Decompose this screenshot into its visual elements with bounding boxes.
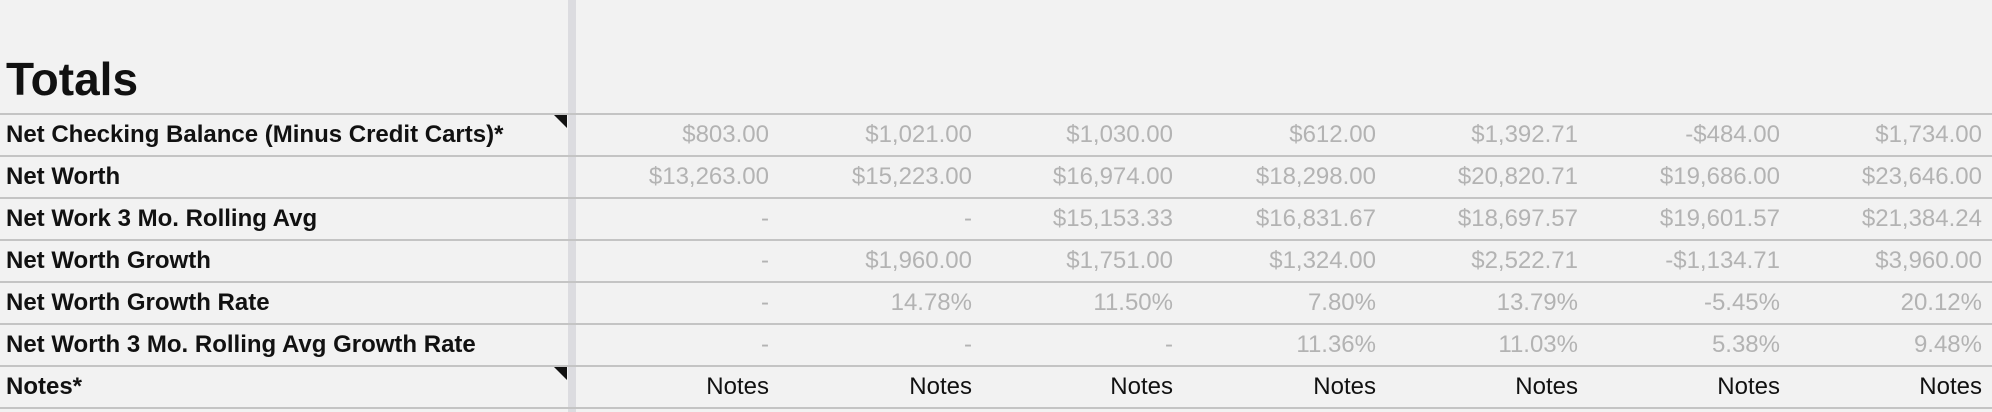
value-cell[interactable]: -: [761, 331, 769, 358]
value-cell[interactable]: $16,831.67: [1255, 205, 1376, 232]
value-cell[interactable]: 14.78%: [890, 289, 972, 316]
value-cell[interactable]: $612.00: [1289, 121, 1376, 148]
table-row: Notes* Notes Notes Notes Notes Notes Notes Note…: [0, 365, 1992, 409]
row-label[interactable]: Net Checking Balance (Minus Credit Carts…: [6, 121, 504, 148]
value-cell[interactable]: -: [761, 205, 769, 232]
value-cell[interactable]: -$484.00: [1685, 121, 1780, 148]
row-label[interactable]: Net Work 3 Mo. Rolling Avg: [6, 205, 318, 232]
value-cell[interactable]: 20.12%: [1900, 289, 1982, 316]
frozen-column-divider[interactable]: [568, 0, 576, 412]
value-cell[interactable]: $2,522.71: [1471, 247, 1578, 274]
value-cell[interactable]: 5.38%: [1711, 331, 1780, 358]
row-label[interactable]: Net Worth 3 Mo. Rolling Avg Growth Rate: [6, 331, 476, 358]
value-cell[interactable]: $13,263.00: [648, 163, 769, 190]
row-label[interactable]: Notes*: [6, 373, 83, 400]
value-cell[interactable]: $1,392.71: [1471, 121, 1578, 148]
value-cell[interactable]: -: [964, 205, 972, 232]
value-cell[interactable]: $1,960.00: [865, 247, 972, 274]
table-row: Net Worth Growth - $1,960.00 $1,751.00 $1,32…: [0, 239, 1992, 281]
value-cell[interactable]: $23,646.00: [1861, 163, 1982, 190]
value-cell[interactable]: 7.80%: [1307, 289, 1376, 316]
notes-link[interactable]: Notes: [1717, 373, 1780, 400]
value-cell[interactable]: $803.00: [682, 121, 769, 148]
table-row: Net Worth 3 Mo. Rolling Avg Growth Rate -…: [0, 323, 1992, 365]
value-cell[interactable]: $1,030.00: [1066, 121, 1173, 148]
notes-link[interactable]: Notes: [909, 373, 972, 400]
value-cell[interactable]: 11.50%: [1093, 289, 1173, 316]
value-cell[interactable]: $20,820.71: [1457, 163, 1578, 190]
value-cell[interactable]: $18,298.00: [1255, 163, 1376, 190]
value-cell[interactable]: 13.79%: [1496, 289, 1578, 316]
value-cell[interactable]: $1,324.00: [1269, 247, 1376, 274]
value-cell[interactable]: $15,153.33: [1052, 205, 1173, 232]
value-cell[interactable]: $1,751.00: [1066, 247, 1173, 274]
value-cell[interactable]: -$1,134.71: [1665, 247, 1780, 274]
notes-link[interactable]: Notes: [1515, 373, 1578, 400]
row-label[interactable]: Net Worth: [6, 163, 121, 190]
notes-link[interactable]: Notes: [1110, 373, 1173, 400]
value-cell[interactable]: $16,974.00: [1052, 163, 1173, 190]
comment-indicator-icon[interactable]: [554, 115, 567, 128]
row-label[interactable]: Net Worth Growth: [6, 247, 211, 274]
value-cell[interactable]: $19,601.57: [1659, 205, 1780, 232]
value-cell[interactable]: $21,384.24: [1861, 205, 1982, 232]
value-cell[interactable]: -: [761, 247, 769, 274]
value-cell[interactable]: -: [964, 331, 972, 358]
section-title: Totals: [6, 53, 139, 105]
row-label[interactable]: Net Worth Growth Rate: [6, 289, 270, 316]
table-row: Net Work 3 Mo. Rolling Avg - - $15,153.33 $1…: [0, 197, 1992, 239]
value-cell[interactable]: 11.03%: [1498, 331, 1578, 358]
notes-link[interactable]: Notes: [1919, 373, 1982, 400]
comment-indicator-icon[interactable]: [554, 367, 567, 380]
notes-link[interactable]: Notes: [706, 373, 769, 400]
value-cell[interactable]: 9.48%: [1913, 331, 1982, 358]
value-cell[interactable]: -5.45%: [1703, 289, 1780, 316]
table-row: Net Worth $13,263.00 $15,223.00 $16,974.00 $…: [0, 155, 1992, 197]
value-cell[interactable]: $18,697.57: [1457, 205, 1578, 232]
value-cell[interactable]: $3,960.00: [1875, 247, 1982, 274]
value-cell[interactable]: $15,223.00: [851, 163, 972, 190]
notes-link[interactable]: Notes: [1313, 373, 1376, 400]
value-cell[interactable]: $19,686.00: [1659, 163, 1780, 190]
value-cell[interactable]: -: [761, 289, 769, 316]
value-cell[interactable]: 11.36%: [1296, 331, 1376, 358]
value-cell[interactable]: $1,021.00: [865, 121, 972, 148]
value-cell[interactable]: -: [1165, 331, 1173, 358]
value-cell[interactable]: $1,734.00: [1875, 121, 1982, 148]
table-row: Net Worth Growth Rate - 14.78% 11.50% 7.80% 1…: [0, 281, 1992, 323]
table-row: Net Checking Balance (Minus Credit Carts…: [0, 113, 1992, 155]
